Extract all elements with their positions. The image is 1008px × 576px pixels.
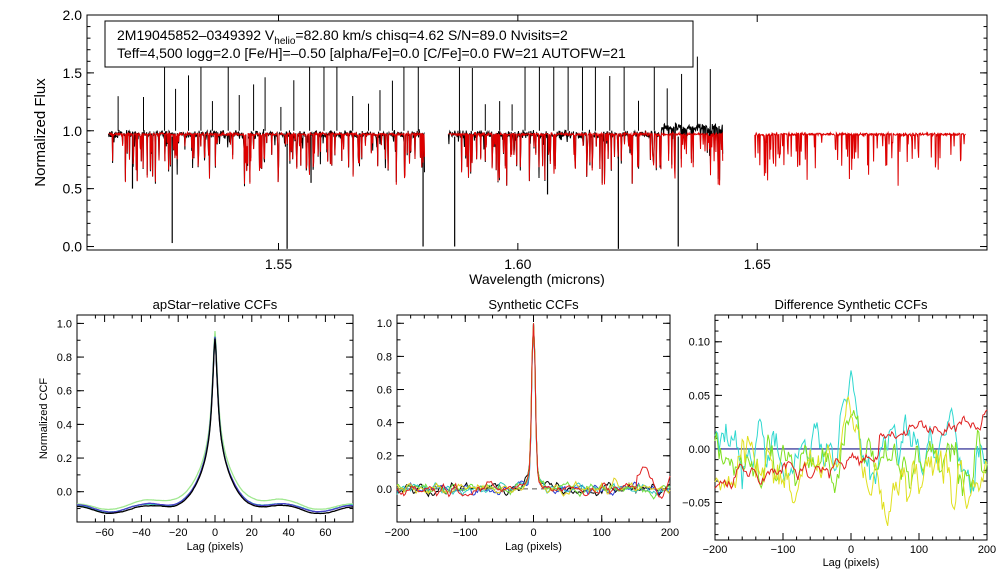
x-tick-label: −60: [95, 527, 114, 539]
y-tick-label: 2.0: [63, 7, 83, 23]
y-axis-label: Normalized CCF: [38, 378, 50, 460]
y-tick-label: −0.05: [682, 497, 710, 509]
x-tick-label: −100: [771, 544, 796, 556]
ccf-relative-line: [76, 330, 353, 511]
x-tick-label: −40: [132, 527, 151, 539]
x-tick-label: 40: [282, 527, 294, 539]
x-tick-label: 60: [319, 527, 331, 539]
ccf-difference-panel: −200 −100 0 100 200 −0.05 0.00 0.05 0.10 Differen…: [682, 297, 996, 569]
y-tick-label: 0.0: [63, 239, 83, 255]
y-tick-label: 0.4: [57, 419, 72, 431]
chart-title: Synthetic CCFs: [488, 297, 579, 312]
x-tick-label: 1.65: [744, 256, 771, 272]
x-axis-label: Lag (pixels): [505, 541, 562, 553]
x-tick-label: 1.55: [265, 256, 292, 272]
x-tick-label: 0: [212, 527, 218, 539]
y-tick-label: 0.00: [689, 444, 710, 456]
y-tick-label: 0.05: [689, 390, 710, 402]
y-tick-label: 0.0: [57, 487, 72, 499]
x-tick-label: 0: [848, 544, 854, 556]
velocity-stats: =82.80 km/s chisq=4.62 S/N=89.0 Nvisits=…: [295, 27, 568, 43]
ccf-synthetic-line: [396, 323, 671, 497]
spectrum-panel: 1.55 1.60 1.65 0.0 0.5 1.0 1.5 2.0 Wavelength (m…: [32, 7, 988, 287]
ccf-relative-line: [77, 338, 353, 515]
ccf-synthetic-panel: −200 −100 0 100 200 0.0 0.2 0.4 0.6 0.8 1.0 Synthet…: [377, 297, 679, 553]
x-tick-label: 20: [246, 527, 258, 539]
velocity-subscript: helio: [274, 36, 296, 47]
y-tick-label: 0.4: [377, 418, 392, 430]
y-tick-label: 0.10: [689, 337, 710, 349]
y-tick-label: 1.0: [57, 318, 72, 330]
star-id: 2M19045852–0349392 V: [117, 27, 275, 43]
ccf-relative-panel: −60 −40 −20 0 20 40 60 0.0 0.2 0.4 0.6 0.8 1.0 apStar…: [38, 297, 354, 553]
x-axis-label: Wavelength (microns): [469, 271, 605, 287]
synthetic-spectrum-line: [448, 130, 724, 186]
annotation-line-2: Teff=4,500 logg=2.0 [Fe/H]=–0.50 [alpha/…: [117, 45, 626, 61]
y-tick-label: 1.5: [63, 65, 83, 81]
y-tick-label: 0.8: [57, 352, 72, 364]
x-tick-label: −200: [385, 527, 410, 539]
y-tick-label: 1.0: [377, 318, 392, 330]
ccf-synthetic-line: [396, 323, 671, 500]
y-tick-label: 0.6: [377, 384, 392, 396]
chart-title: apStar−relative CCFs: [153, 297, 278, 312]
x-tick-label: 1.60: [504, 256, 531, 272]
x-tick-label: −100: [453, 527, 478, 539]
synthetic-spectrum-line: [754, 130, 966, 186]
y-tick-label: 0.5: [63, 181, 83, 197]
y-tick-label: 1.0: [63, 123, 83, 139]
x-tick-label: 0: [530, 527, 536, 539]
x-tick-label: 100: [593, 527, 611, 539]
ccf-difference-line: [714, 409, 988, 490]
ccf-relative-line: [76, 336, 354, 513]
ccf-synthetic-line: [396, 323, 671, 497]
x-tick-label: −20: [169, 527, 188, 539]
x-axis-label: Lag (pixels): [187, 541, 244, 553]
y-tick-label: 0.6: [57, 386, 72, 398]
ccf-relative-line: [77, 336, 353, 513]
synthetic-spectrum-line: [108, 130, 425, 185]
x-tick-label: 200: [661, 527, 679, 539]
plot-frame: [86, 14, 988, 251]
y-tick-label: 0.0: [377, 484, 392, 496]
y-axis-label: Normalized Flux: [32, 78, 49, 187]
x-axis-label: Lag (pixels): [823, 557, 880, 569]
annotation-box: [104, 20, 694, 68]
y-tick-label: 0.8: [377, 351, 392, 363]
chart-title: Difference Synthetic CCFs: [775, 297, 928, 312]
x-tick-label: 100: [910, 544, 928, 556]
annotation-line-1: 2M19045852–0349392 Vhelio=82.80 km/s chi…: [117, 27, 568, 47]
x-tick-label: −200: [703, 544, 728, 556]
ccf-synthetic-line: [396, 323, 671, 497]
ccf-difference-line: [714, 395, 988, 526]
x-tick-label: 200: [978, 544, 996, 556]
ccf-synthetic-line: [396, 323, 671, 500]
plot-frame: [714, 314, 988, 541]
y-tick-label: 0.2: [377, 451, 392, 463]
y-tick-label: 0.2: [57, 453, 72, 465]
ccf-synthetic-line: [396, 323, 670, 498]
